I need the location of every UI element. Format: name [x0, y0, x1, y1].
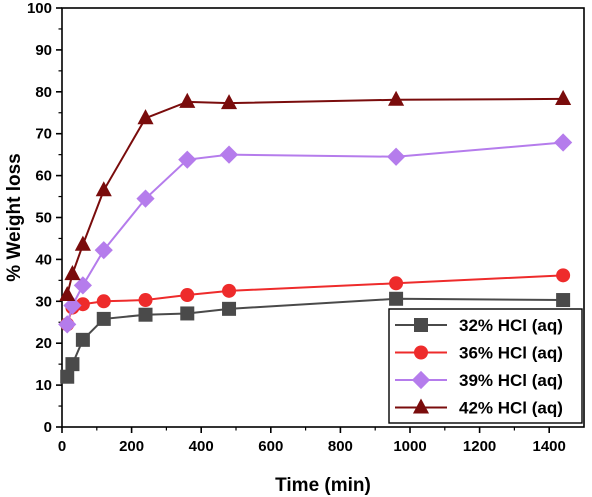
y-tick-label: 0 [44, 419, 52, 436]
triangle-marker [59, 285, 76, 302]
square-marker [75, 332, 90, 347]
diamond-marker [178, 150, 197, 169]
x-tick-label: 400 [189, 438, 214, 455]
legend: 32% HCl (aq) 36% HCl (aq) 39% HCl (aq) 42% … [388, 308, 583, 424]
y-tick-label: 60 [35, 168, 52, 185]
triangle-marker [412, 398, 430, 414]
legend-label: 32% HCl (aq) [459, 316, 563, 335]
square-marker [180, 306, 195, 321]
circle-marker [96, 294, 111, 309]
triangle-marker [137, 109, 154, 125]
triangle-marker [64, 265, 81, 281]
diamond-marker [58, 315, 77, 334]
x-tick-label: 1400 [533, 438, 566, 455]
triangle-marker [388, 90, 405, 106]
triangle-marker [220, 94, 238, 110]
circle-marker [180, 288, 195, 303]
circle-marker [414, 345, 428, 360]
y-tick-label: 10 [35, 377, 52, 394]
legend-label: 39% HCl (aq) [459, 371, 563, 390]
diamond-marker [219, 145, 239, 164]
triangle-marker [74, 235, 91, 251]
y-axis-title: % Weight loss [4, 153, 25, 281]
triangle-marker [555, 89, 572, 105]
y-tick-label: 90 [35, 42, 52, 59]
square-marker [60, 369, 75, 384]
y-tick-label: 100 [27, 0, 52, 17]
diamond-marker [554, 133, 573, 152]
series-1 [60, 291, 571, 384]
x-tick-label: 1000 [393, 438, 426, 455]
legend-label: 42% HCl (aq) [459, 399, 563, 418]
diamond-marker [386, 147, 406, 166]
series-3 [58, 133, 573, 334]
triangle-marker [179, 92, 196, 108]
circle-marker [138, 293, 153, 308]
circle-marker [556, 268, 571, 283]
x-tick-label: 200 [119, 438, 144, 455]
series-4 [59, 89, 572, 302]
x-tick-label: 1200 [463, 438, 496, 455]
square-marker [414, 318, 428, 332]
square-marker [556, 293, 571, 308]
square-marker [389, 291, 404, 306]
x-tick-label: 800 [328, 438, 353, 455]
y-tick-label: 70 [35, 126, 52, 143]
x-tick-label: 600 [258, 438, 283, 455]
y-tick-label: 20 [35, 335, 52, 352]
x-tick-label: 0 [58, 438, 66, 455]
ticks: 0 200 400 600 800 1000 1200 1400 0 10 20 30 40 50 60 70… [27, 0, 566, 455]
diamond-marker [136, 189, 155, 208]
x-axis-title: Time (min) [275, 475, 371, 496]
triangle-marker [95, 181, 112, 197]
diamond-marker [411, 370, 431, 390]
circle-marker [389, 276, 404, 291]
square-marker [96, 311, 111, 326]
diamond-marker [94, 241, 113, 260]
diamond-marker [73, 276, 92, 295]
legend-label: 36% HCl (aq) [459, 344, 563, 363]
series-lines [58, 89, 573, 384]
square-marker [65, 357, 80, 372]
circle-marker [222, 283, 237, 298]
square-marker [138, 307, 153, 322]
y-tick-label: 40 [35, 251, 52, 268]
diamond-marker [63, 296, 82, 315]
y-tick-label: 30 [35, 293, 52, 310]
square-marker [222, 301, 237, 316]
y-tick-label: 80 [35, 84, 52, 101]
y-tick-label: 50 [35, 210, 52, 227]
circle-marker [75, 297, 90, 312]
